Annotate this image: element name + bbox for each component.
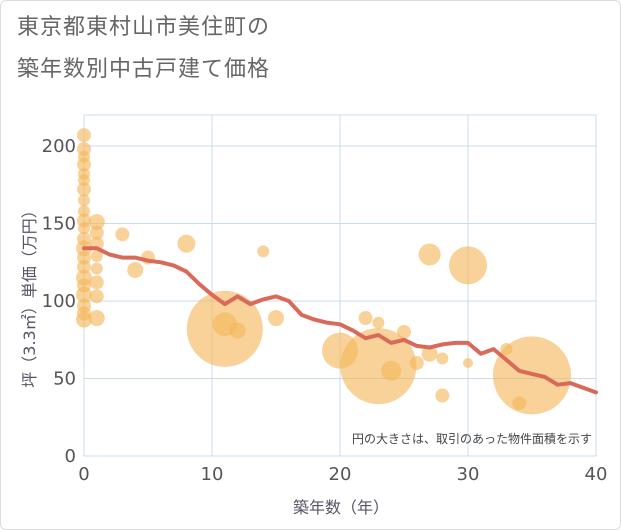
data-bubble [436,352,449,365]
data-bubble [397,325,411,339]
y-tick-labels: 0 50 100 150 200 [42,136,76,467]
bubble-layer [76,128,571,415]
data-bubble [89,225,104,240]
data-bubble [463,358,473,368]
data-bubble [88,213,105,230]
data-bubble [435,388,450,403]
bubble-size-note: 円の大きさは、取引のあった物件面積を示す [352,431,592,446]
data-bubble [449,246,487,285]
data-bubble [76,311,92,328]
data-bubble [77,128,91,143]
data-bubble [127,262,144,278]
data-bubble [115,227,130,242]
data-bubble [88,310,105,327]
data-bubble [77,259,91,274]
data-bubble [372,316,385,329]
data-bubble [77,182,91,197]
data-bubble [90,262,103,275]
x-tick-label: 0 [78,464,89,485]
y-axis-label: 坪（3.3㎡）単価（万円） [20,202,39,387]
x-tick-label: 40 [585,464,608,485]
data-bubble [177,234,196,253]
x-axis-label: 築年数（年） [293,498,389,517]
y-tick-label: 200 [42,136,76,157]
data-bubble [418,243,441,266]
data-bubble [90,250,103,263]
grid-lines [83,114,597,457]
data-bubble [268,310,284,327]
data-bubble [77,157,91,172]
data-bubble [421,345,438,362]
y-tick-label: 50 [53,369,76,390]
chart-title-line-1: 東京都東村山市美住町の [17,15,271,40]
data-bubble [89,289,104,304]
data-bubble [340,328,417,405]
data-bubble [381,360,402,381]
x-tick-labels: 0 10 20 30 40 [78,464,607,485]
data-bubble [409,356,424,370]
data-bubble [358,311,373,326]
x-tick-label: 30 [457,464,480,485]
x-tick-label: 10 [201,464,224,485]
y-tick-label: 150 [42,214,76,235]
data-bubble [89,275,104,290]
trend-line [82,246,598,395]
y-tick-label: 100 [42,291,76,312]
data-bubble [257,245,270,258]
data-bubble [78,194,90,207]
x-tick-label: 20 [329,464,352,485]
data-bubble [229,322,246,339]
y-tick-label: 0 [65,446,76,467]
data-bubble [76,286,92,303]
data-bubble [78,222,90,235]
chart-title-line-2: 築年数別中古戸建て価格 [17,57,271,82]
